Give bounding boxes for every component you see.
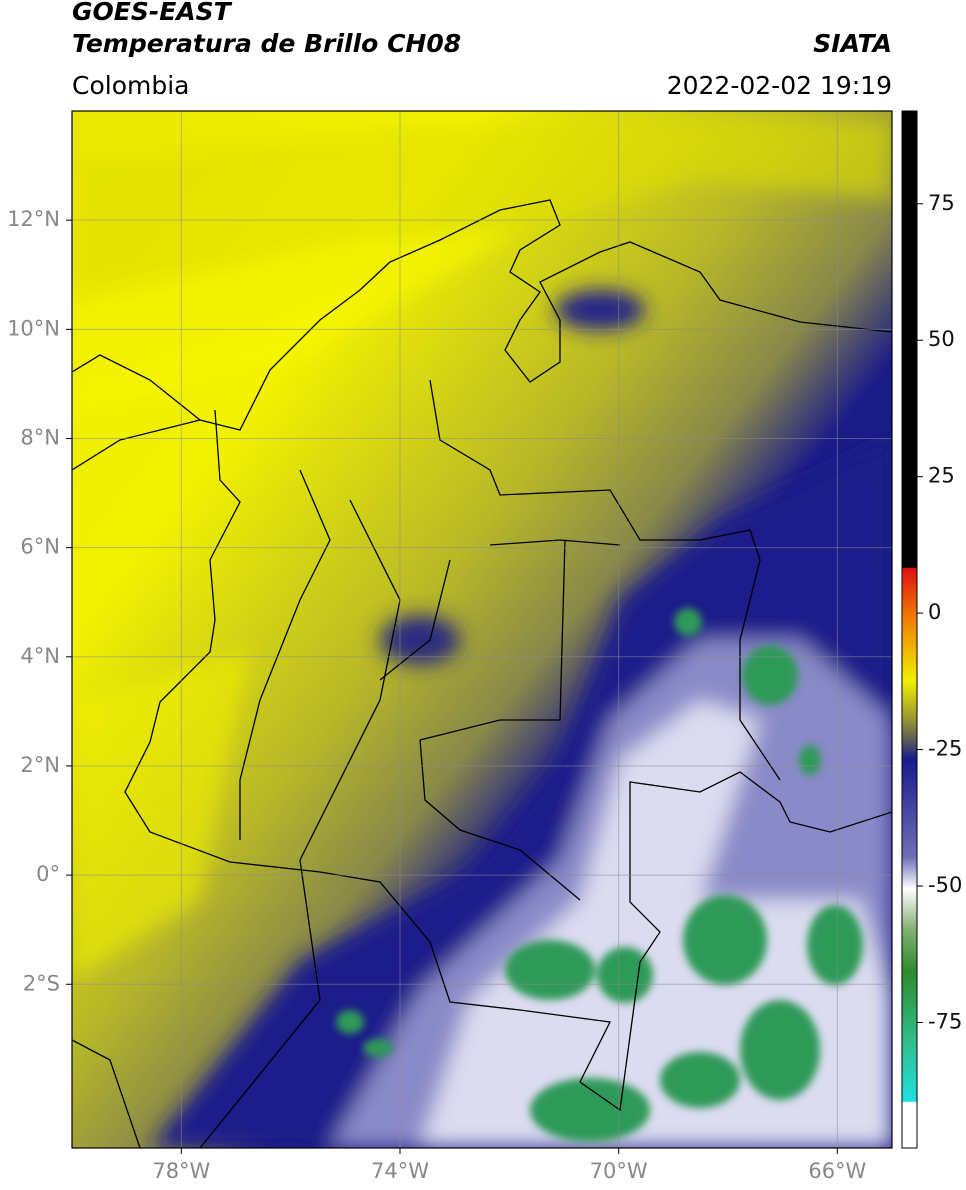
- colorbar-tick-label: 0: [928, 600, 941, 624]
- y-tick-label: 8°N: [20, 425, 60, 449]
- colorbar-tick-label: 25: [928, 464, 955, 488]
- y-tick-label: 6°N: [20, 535, 60, 559]
- colorbar-tick-label: -50: [928, 873, 962, 897]
- x-tick-label: 74°W: [371, 1159, 429, 1183]
- colorbar-tick-label: -25: [928, 737, 962, 761]
- x-tick-label: 78°W: [152, 1159, 210, 1183]
- x-tick-label: 70°W: [590, 1159, 648, 1183]
- y-tick-label: 2°N: [20, 753, 60, 777]
- colorbar-tick-label: -75: [928, 1009, 962, 1033]
- y-tick-label: 4°N: [20, 644, 60, 668]
- source: SIATA: [813, 29, 892, 58]
- datetime: 2022-02-02 19:19: [667, 71, 892, 100]
- map-frame: [71, 110, 893, 1149]
- y-tick-label: 0°: [36, 862, 60, 886]
- y-tick-label: 12°N: [7, 207, 60, 231]
- x-tick-label: 66°W: [808, 1159, 866, 1183]
- satellite-image: [72, 111, 892, 1148]
- region: Colombia: [72, 71, 189, 100]
- colorbar-tick-label: 50: [928, 327, 955, 351]
- y-tick-label: 2°S: [23, 971, 60, 995]
- y-tick-label: 10°N: [7, 316, 60, 340]
- title: GOES-EAST: [72, 0, 233, 26]
- colorbar: [901, 110, 918, 1149]
- title: Temperatura de Brillo CH08: [72, 29, 461, 58]
- colorbar-tick-label: 75: [928, 191, 955, 215]
